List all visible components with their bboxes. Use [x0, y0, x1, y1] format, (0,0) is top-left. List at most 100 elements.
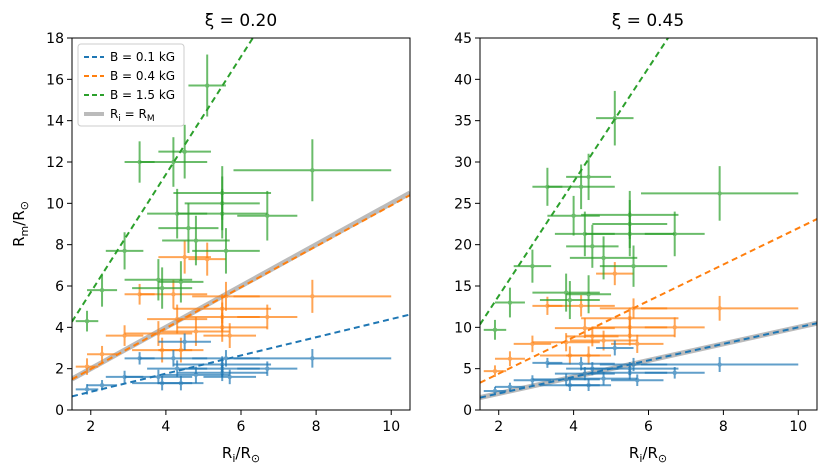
left-ytick-label-4: 4	[55, 320, 64, 336]
right-marker-green-17	[631, 263, 636, 269]
left-point-orange-6	[139, 279, 208, 309]
right-ytick-label-45: 45	[454, 31, 472, 47]
left-marker-blue-0	[84, 387, 90, 392]
left-marker-orange-4	[156, 331, 161, 336]
right-marker-green-12	[601, 255, 606, 261]
right-fit-line-orange	[480, 218, 817, 384]
right-point-orange-2	[513, 335, 552, 353]
left-marker-blue-1	[99, 383, 105, 388]
right-point-green-12	[569, 236, 638, 280]
left-marker-orange-7	[174, 316, 180, 322]
right-point-green-5	[539, 281, 600, 320]
left-point-blue-15	[203, 369, 257, 385]
right-marker-blue-16	[672, 370, 677, 375]
left-marker-green-5	[159, 285, 165, 291]
left-point-blue-13	[177, 364, 268, 382]
left-point-orange-14	[177, 312, 268, 342]
right-marker-orange-16	[635, 341, 640, 347]
right-marker-orange-8	[586, 353, 591, 358]
right-point-orange-16	[611, 334, 664, 353]
right-marker-green-6	[571, 213, 576, 218]
right-point-blue-1	[494, 382, 525, 391]
left-marker-green-8	[178, 279, 184, 285]
right-marker-green-5	[567, 297, 573, 303]
right-point-blue-15	[611, 374, 664, 387]
left-marker-green-17	[265, 213, 270, 218]
left-marker-blue-17	[310, 356, 315, 361]
left-marker-green-0	[84, 318, 90, 324]
left-marker-blue-15	[227, 374, 232, 380]
left-marker-blue-8	[178, 380, 184, 386]
right-marker-orange-6	[578, 303, 584, 309]
left-marker-blue-9	[182, 339, 187, 344]
right-marker-orange-0	[492, 368, 498, 374]
right-ytick-label-5: 5	[463, 362, 472, 378]
right-ytick-label-40: 40	[454, 72, 472, 88]
right-point-blue-0	[483, 386, 507, 396]
left-marker-blue-6	[171, 356, 176, 361]
left-marker-orange-11	[205, 256, 210, 262]
left-fit-line-green	[72, 38, 255, 323]
right-marker-green-0	[492, 327, 498, 333]
right-marker-orange-10	[601, 338, 606, 343]
legend-label-blue: B = 0.1 kG	[110, 50, 175, 64]
left-point-orange-17	[237, 304, 298, 330]
right-marker-blue-8	[586, 383, 591, 388]
right-marker-green-19	[717, 191, 722, 196]
right-marker-blue-15	[635, 378, 640, 383]
right-marker-blue-13	[627, 370, 632, 375]
left-marker-blue-16	[265, 366, 270, 371]
left-marker-green-2	[122, 248, 127, 254]
left-point-orange-18	[233, 279, 392, 313]
right-marker-orange-11	[612, 271, 617, 276]
left-xtick-label-2: 2	[86, 419, 95, 435]
left-point-green-1	[87, 273, 118, 307]
left-marker-blue-4	[156, 374, 161, 380]
left-ytick-label-2: 2	[55, 362, 64, 378]
left-point-green-15	[177, 188, 268, 239]
right-marker-blue-17	[717, 362, 722, 367]
left-fit-lines	[72, 38, 410, 398]
right-point-green-2	[513, 249, 552, 283]
right-ytick-label-20: 20	[454, 238, 472, 254]
right-point-orange-0	[483, 365, 507, 377]
right-marker-blue-14	[631, 362, 636, 367]
left-marker-orange-10	[193, 329, 199, 334]
left-marker-orange-14	[220, 325, 225, 330]
left-ytick-label-16: 16	[46, 72, 64, 88]
right-point-orange-17	[644, 317, 705, 338]
left-marker-blue-14	[223, 356, 229, 361]
right-marker-blue-0	[492, 388, 498, 394]
right-marker-blue-6	[578, 361, 584, 366]
left-point-orange-16	[203, 323, 257, 348]
right-point-orange-18	[641, 295, 799, 321]
right-point-green-13	[596, 90, 634, 146]
right-xtick-label-10: 10	[789, 419, 807, 435]
right-point-green-7	[547, 164, 615, 210]
left-marker-green-11	[193, 238, 199, 243]
left-marker-orange-6	[171, 292, 176, 297]
right-marker-orange-15	[631, 306, 636, 311]
right-marker-orange-4	[563, 340, 569, 345]
right-marker-orange-14	[627, 333, 632, 338]
left-xtick-label-8: 8	[312, 419, 321, 435]
legend-label-gray: Ri = RM	[110, 107, 155, 124]
left-point-blue-9	[158, 333, 211, 351]
left-ytick-label-14: 14	[46, 114, 64, 130]
right-ytick-label-15: 15	[454, 279, 472, 295]
right-marker-orange-1	[507, 356, 513, 361]
left-point-green-16	[192, 228, 260, 274]
legend-box	[77, 43, 185, 127]
left-marker-orange-15	[223, 294, 229, 299]
right-marker-green-18	[672, 231, 677, 237]
left-xtick-label-10: 10	[382, 419, 400, 435]
right-marker-orange-7	[582, 325, 588, 331]
right-point-green-10	[566, 275, 612, 314]
left-ytick-label-12: 12	[46, 155, 64, 171]
right-point-orange-14	[584, 325, 675, 346]
right-marker-blue-11	[612, 345, 617, 351]
left-data-points	[75, 54, 392, 395]
left-fit-line-blue	[72, 313, 410, 398]
left-point-green-2	[105, 232, 144, 270]
right-point-green-18	[644, 211, 705, 257]
